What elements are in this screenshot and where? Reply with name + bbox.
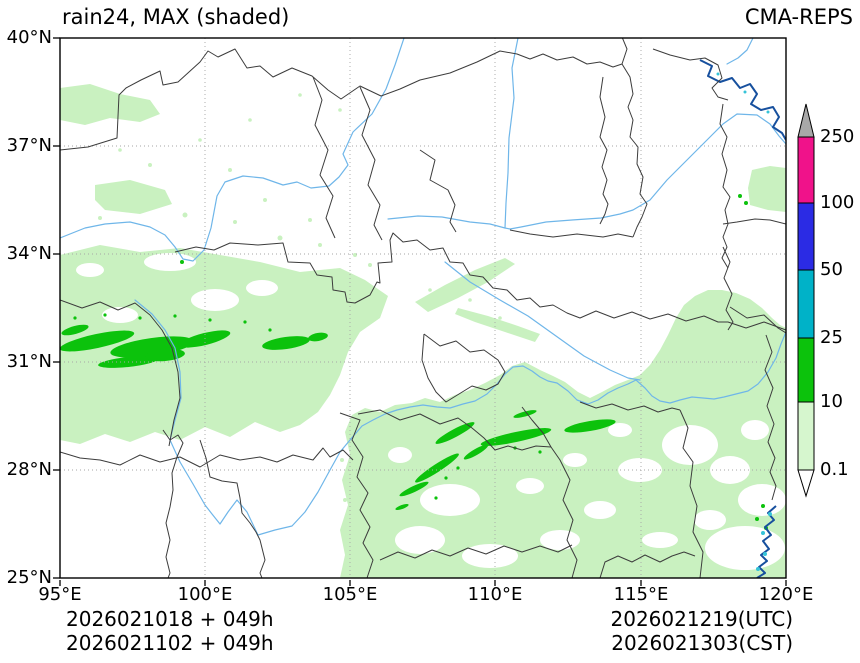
cb-label-250: 250 <box>820 126 855 147</box>
cb-label-50: 50 <box>820 259 843 280</box>
model-label: CMA-REPS <box>744 5 853 29</box>
init-time-member2: 2026021102 + 049h <box>66 631 274 655</box>
ytick-37n: 37°N <box>6 135 52 156</box>
han-river <box>444 261 641 381</box>
cb-label-0.1: 0.1 <box>820 459 849 480</box>
cb-label-25: 25 <box>820 327 843 348</box>
xtick-115e: 115°E <box>613 584 669 605</box>
ytick-25n: 25°N <box>6 567 52 588</box>
border-layer <box>60 38 786 578</box>
yellow-river-lower <box>504 38 786 230</box>
ytick-31n: 31°N <box>6 351 52 372</box>
yangtze-river <box>134 299 786 536</box>
colorbar-seg-25-50 <box>797 269 815 339</box>
valid-time-utc: 2026021219(UTC) <box>610 607 794 631</box>
plot-title: rain24, MAX (shaded) <box>62 5 290 29</box>
ytick-40n: 40°N <box>6 27 52 48</box>
colorbar-seg-50-100 <box>797 202 815 271</box>
wei-river <box>387 215 506 229</box>
coastline-layer <box>699 59 786 578</box>
river-layer <box>60 38 786 536</box>
colorbar-seg-0.1-10 <box>797 401 815 471</box>
init-time-member1: 2026021018 + 049h <box>66 607 274 631</box>
yellow-river-upper <box>60 38 405 262</box>
coast-accent-dots <box>716 72 772 571</box>
xtick-120e: 120°E <box>758 584 814 605</box>
cb-label-100: 100 <box>820 192 855 213</box>
cb-label-10: 10 <box>820 391 843 412</box>
colorbar-over-arrow <box>797 103 815 138</box>
map-canvas <box>60 38 786 578</box>
fujian-coast <box>756 505 777 578</box>
xtick-100e: 100°E <box>177 584 233 605</box>
precip-heavy-speckles <box>73 194 768 530</box>
colorbar-under-arrow <box>797 469 815 498</box>
colorbar-seg-10-25 <box>797 337 815 403</box>
axis-ticks <box>53 37 787 586</box>
hai-river <box>726 38 754 65</box>
ytick-34n: 34°N <box>6 243 52 264</box>
valid-time-cst: 2026021303(CST) <box>611 631 793 655</box>
gridlines-layer <box>60 38 786 578</box>
xtick-95e: 95°E <box>38 584 82 605</box>
xtick-105e: 105°E <box>322 584 378 605</box>
xtick-110e: 110°E <box>467 584 523 605</box>
colorbar <box>797 103 815 498</box>
bohai-coast <box>699 59 786 141</box>
plot-frame <box>59 37 787 579</box>
ytick-28n: 28°N <box>6 459 52 480</box>
precip-heavy-layer <box>60 194 768 530</box>
colorbar-seg-100-250 <box>797 136 815 204</box>
